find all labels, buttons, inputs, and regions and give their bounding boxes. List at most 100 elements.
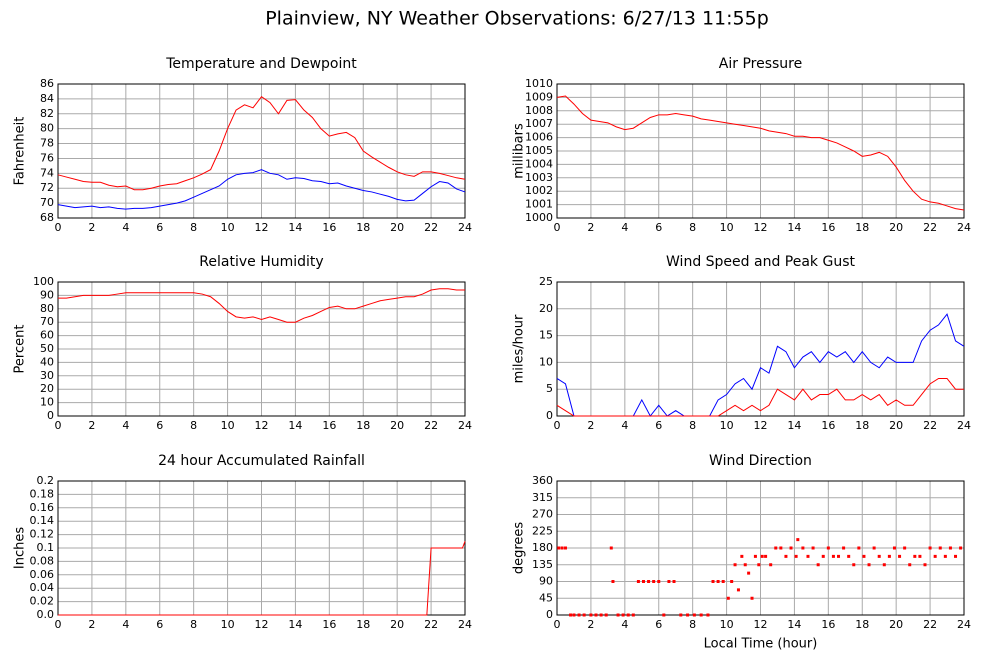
y-tick-label: 45 xyxy=(539,591,553,604)
x-tick-label: 12 xyxy=(754,221,768,234)
y-tick-label: 82 xyxy=(40,107,54,120)
x-tick-label: 8 xyxy=(689,221,696,234)
x-tick-label: 14 xyxy=(288,419,302,432)
x-tick-label: 8 xyxy=(689,419,696,432)
point xyxy=(652,580,656,583)
point xyxy=(826,546,830,550)
x-tick-label: 24 xyxy=(957,419,971,432)
series-line xyxy=(556,95,965,211)
x-tick-label: 16 xyxy=(821,221,835,234)
plot-frame xyxy=(556,480,965,616)
y-tick-label: 90 xyxy=(539,575,553,588)
point xyxy=(796,538,800,542)
y-tick-label: 1006 xyxy=(525,131,553,144)
y-tick-label: 30 xyxy=(40,369,54,382)
x-tick-label: 22 xyxy=(424,419,438,432)
x-tick-label: 8 xyxy=(190,221,197,234)
x-tick-label: 4 xyxy=(621,221,628,234)
y-tick-label: 0.2 xyxy=(37,474,55,487)
x-tick-label: 8 xyxy=(689,618,696,631)
panel-title: Air Pressure xyxy=(719,56,802,72)
point xyxy=(730,580,734,583)
y-tick-label: 1005 xyxy=(525,144,553,157)
x-tick-label: 2 xyxy=(88,221,95,234)
y-tick-label: 225 xyxy=(532,524,553,537)
point xyxy=(954,554,958,558)
x-tick-label: 18 xyxy=(855,221,869,234)
y-tick-label: 20 xyxy=(539,302,553,315)
x-tick-label: 12 xyxy=(255,618,269,631)
point xyxy=(631,613,635,617)
point xyxy=(908,563,912,567)
point xyxy=(831,554,835,558)
plot-frame xyxy=(57,281,466,417)
point xyxy=(743,563,747,567)
y-axis-label: miles/hour xyxy=(512,314,527,383)
point xyxy=(933,554,937,558)
y-tick-label: 1001 xyxy=(525,198,553,211)
y-tick-label: 78 xyxy=(40,137,54,150)
y-tick-label: 0 xyxy=(546,608,553,621)
x-tick-label: 24 xyxy=(458,221,472,234)
x-tick-label: 10 xyxy=(221,419,235,432)
x-tick-label: 10 xyxy=(720,221,734,234)
panel-title: Relative Humidity xyxy=(199,254,323,270)
y-axis-label: Percent xyxy=(13,325,28,374)
point xyxy=(847,554,851,558)
point xyxy=(887,554,891,558)
point xyxy=(716,580,720,583)
point xyxy=(821,554,825,558)
x-tick-label: 2 xyxy=(88,419,95,432)
x-tick-label: 4 xyxy=(621,419,628,432)
x-tick-label: 24 xyxy=(458,419,472,432)
y-tick-label: 60 xyxy=(40,329,54,342)
point xyxy=(784,554,788,558)
x-tick-label: 18 xyxy=(356,618,370,631)
x-tick-label: 20 xyxy=(889,419,903,432)
y-tick-label: 0.02 xyxy=(30,595,55,608)
x-tick-label: 16 xyxy=(821,419,835,432)
point xyxy=(569,613,573,617)
x-tick-label: 10 xyxy=(221,618,235,631)
x-tick-label: 0 xyxy=(554,419,561,432)
y-tick-label: 0.16 xyxy=(30,501,55,514)
series-line xyxy=(58,288,465,323)
point xyxy=(816,563,820,567)
panel-title: Wind Speed and Peak Gust xyxy=(666,254,855,270)
x-tick-label: 10 xyxy=(720,419,734,432)
x-tick-label: 4 xyxy=(122,221,129,234)
x-tick-label: 10 xyxy=(720,618,734,631)
y-tick-label: 70 xyxy=(40,315,54,328)
y-tick-label: 1004 xyxy=(525,157,553,170)
y-tick-label: 135 xyxy=(532,558,553,571)
y-tick-label: 1009 xyxy=(525,90,553,103)
y-tick-label: 50 xyxy=(40,342,54,355)
x-tick-label: 0 xyxy=(55,419,62,432)
y-tick-label: 1010 xyxy=(525,77,553,90)
y-tick-label: 0.0 xyxy=(37,608,55,621)
x-tick-label: 16 xyxy=(322,419,336,432)
x-axis-label: Local Time (hour) xyxy=(704,637,818,652)
x-tick-label: 2 xyxy=(587,419,594,432)
y-tick-label: 25 xyxy=(539,275,553,288)
point xyxy=(794,554,798,558)
x-tick-label: 6 xyxy=(655,419,662,432)
y-tick-label: 80 xyxy=(40,122,54,135)
point xyxy=(626,613,630,617)
x-tick-label: 6 xyxy=(655,221,662,234)
y-tick-label: 1003 xyxy=(525,171,553,184)
main-title: Plainview, NY Weather Observations: 6/27… xyxy=(265,8,769,30)
point xyxy=(913,554,917,558)
series-line xyxy=(556,377,964,417)
point xyxy=(877,554,881,558)
point xyxy=(641,580,645,583)
y-tick-label: 0.18 xyxy=(30,487,55,500)
y-tick-label: 90 xyxy=(40,288,54,301)
point xyxy=(636,580,640,583)
x-tick-label: 0 xyxy=(55,618,62,631)
y-tick-label: 100 xyxy=(33,275,54,288)
x-tick-label: 18 xyxy=(356,221,370,234)
x-tick-label: 4 xyxy=(621,618,628,631)
point xyxy=(604,613,608,617)
